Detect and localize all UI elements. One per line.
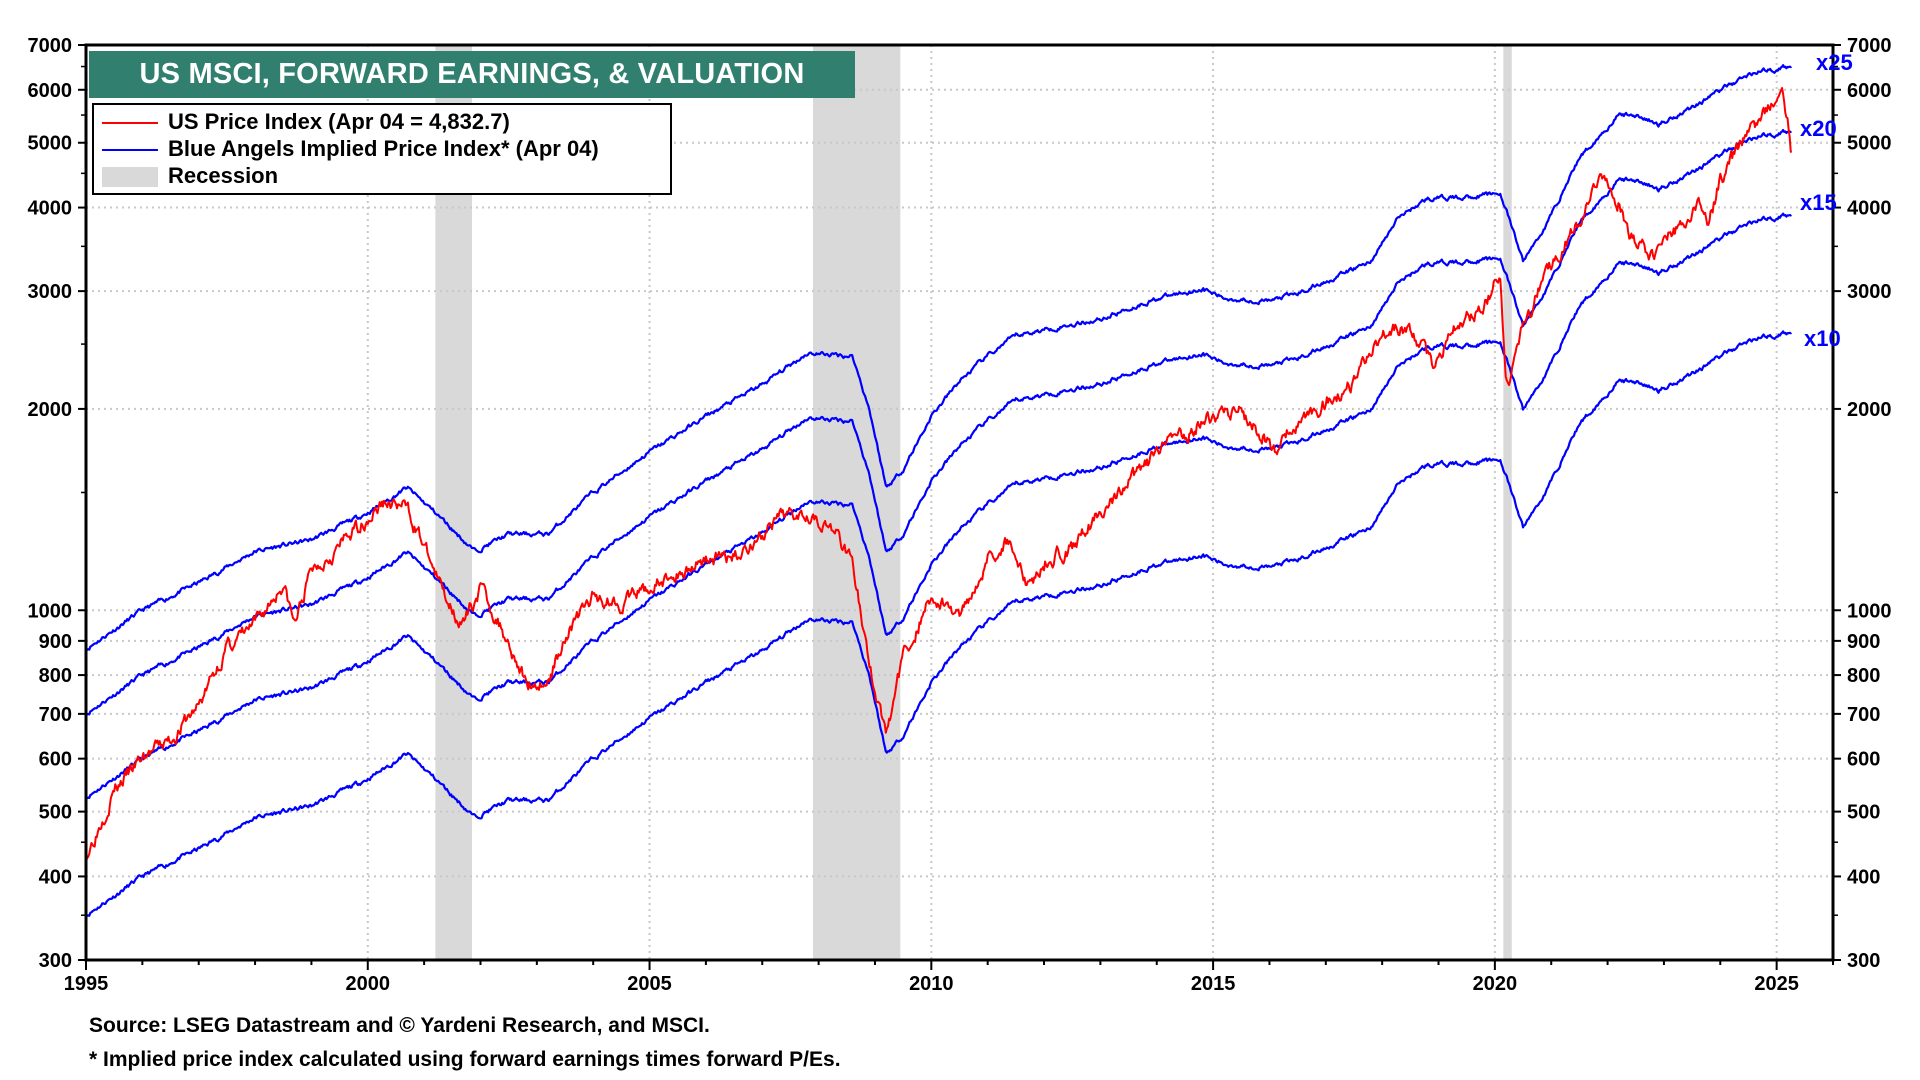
x-tick-label: 2015 [1191,973,1236,995]
band-label-x25: x25 [1816,50,1853,75]
y-tick-label-left: 400 [39,866,72,888]
y-tick-label-left: 800 [39,665,72,687]
legend-item-price: US Price Index (Apr 04 = 4,832.7) [102,109,510,135]
y-tick-label-left: 600 [39,749,72,771]
implied-line-x10 [85,330,1793,918]
x-tick-label: 2005 [627,973,672,995]
band-label-x20: x20 [1800,116,1837,141]
legend-swatch-gray [102,167,158,188]
implied-line-x25 [85,64,1793,652]
y-tick-label-left: 900 [39,631,72,653]
y-tick-label-left: 3000 [28,281,73,303]
axis-ticks: 300 300 400 400 500 500 600 600 700 700 800 800 900 9… [28,35,1892,995]
y-tick-label-right: 600 [1847,749,1880,771]
band-label-x15: x15 [1800,190,1837,215]
legend-item-recession: Recession [102,163,278,189]
recession-shading [435,45,1512,960]
legend-label: Blue Angels Implied Price Index* (Apr 04… [168,136,599,161]
y-tick-label-right: 400 [1847,866,1880,888]
y-tick-label-left: 300 [39,950,72,972]
y-tick-label-right: 300 [1847,950,1880,972]
y-tick-label-left: 500 [39,802,72,824]
y-tick-label-right: 6000 [1847,80,1892,102]
y-tick-label-right: 2000 [1847,399,1892,421]
y-tick-label-right: 7000 [1847,35,1892,57]
legend: US Price Index (Apr 04 = 4,832.7) Blue A… [92,103,672,195]
source-note: Source: LSEG Datastream and © Yardeni Re… [89,1014,710,1037]
legend-label: US Price Index (Apr 04 = 4,832.7) [168,109,510,134]
chart-title: US MSCI, FORWARD EARNINGS, & VALUATION [89,51,855,98]
recession-band [1503,45,1512,960]
y-tick-label-left: 6000 [28,80,73,102]
y-tick-label-right: 5000 [1847,133,1892,155]
y-tick-label-right: 700 [1847,704,1880,726]
x-tick-label: 2025 [1754,973,1799,995]
legend-label: Recession [168,163,279,188]
y-tick-label-left: 700 [39,704,72,726]
implied-line-x15 [85,212,1793,800]
band-label-x10: x10 [1804,326,1841,351]
y-tick-label-right: 4000 [1847,198,1892,220]
y-tick-label-right: 900 [1847,631,1880,653]
x-tick-label: 1995 [64,973,109,995]
y-tick-label-left: 2000 [28,399,73,421]
y-tick-label-left: 7000 [28,35,73,57]
y-tick-label-left: 1000 [28,600,73,622]
x-tick-label: 2010 [909,973,954,995]
series-group [85,64,1793,918]
recession-band [435,45,473,960]
y-tick-label-right: 500 [1847,802,1880,824]
y-tick-label-left: 5000 [28,133,73,155]
legend-swatch-red [102,122,158,125]
y-tick-label-right: 800 [1847,665,1880,687]
plot-frame [84,43,1835,962]
footnote: * Implied price index calculated using f… [89,1048,841,1071]
legend-swatch-blue [102,149,158,152]
y-tick-label-right: 3000 [1847,281,1892,303]
y-tick-label-left: 4000 [28,198,73,220]
x-tick-label: 2020 [1473,973,1518,995]
x-tick-label: 2000 [346,973,391,995]
gridlines [86,45,1833,960]
price-index-line [85,87,1793,862]
y-tick-label-right: 1000 [1847,600,1892,622]
implied-line-x20 [85,128,1793,717]
legend-item-implied: Blue Angels Implied Price Index* (Apr 04… [102,136,599,162]
